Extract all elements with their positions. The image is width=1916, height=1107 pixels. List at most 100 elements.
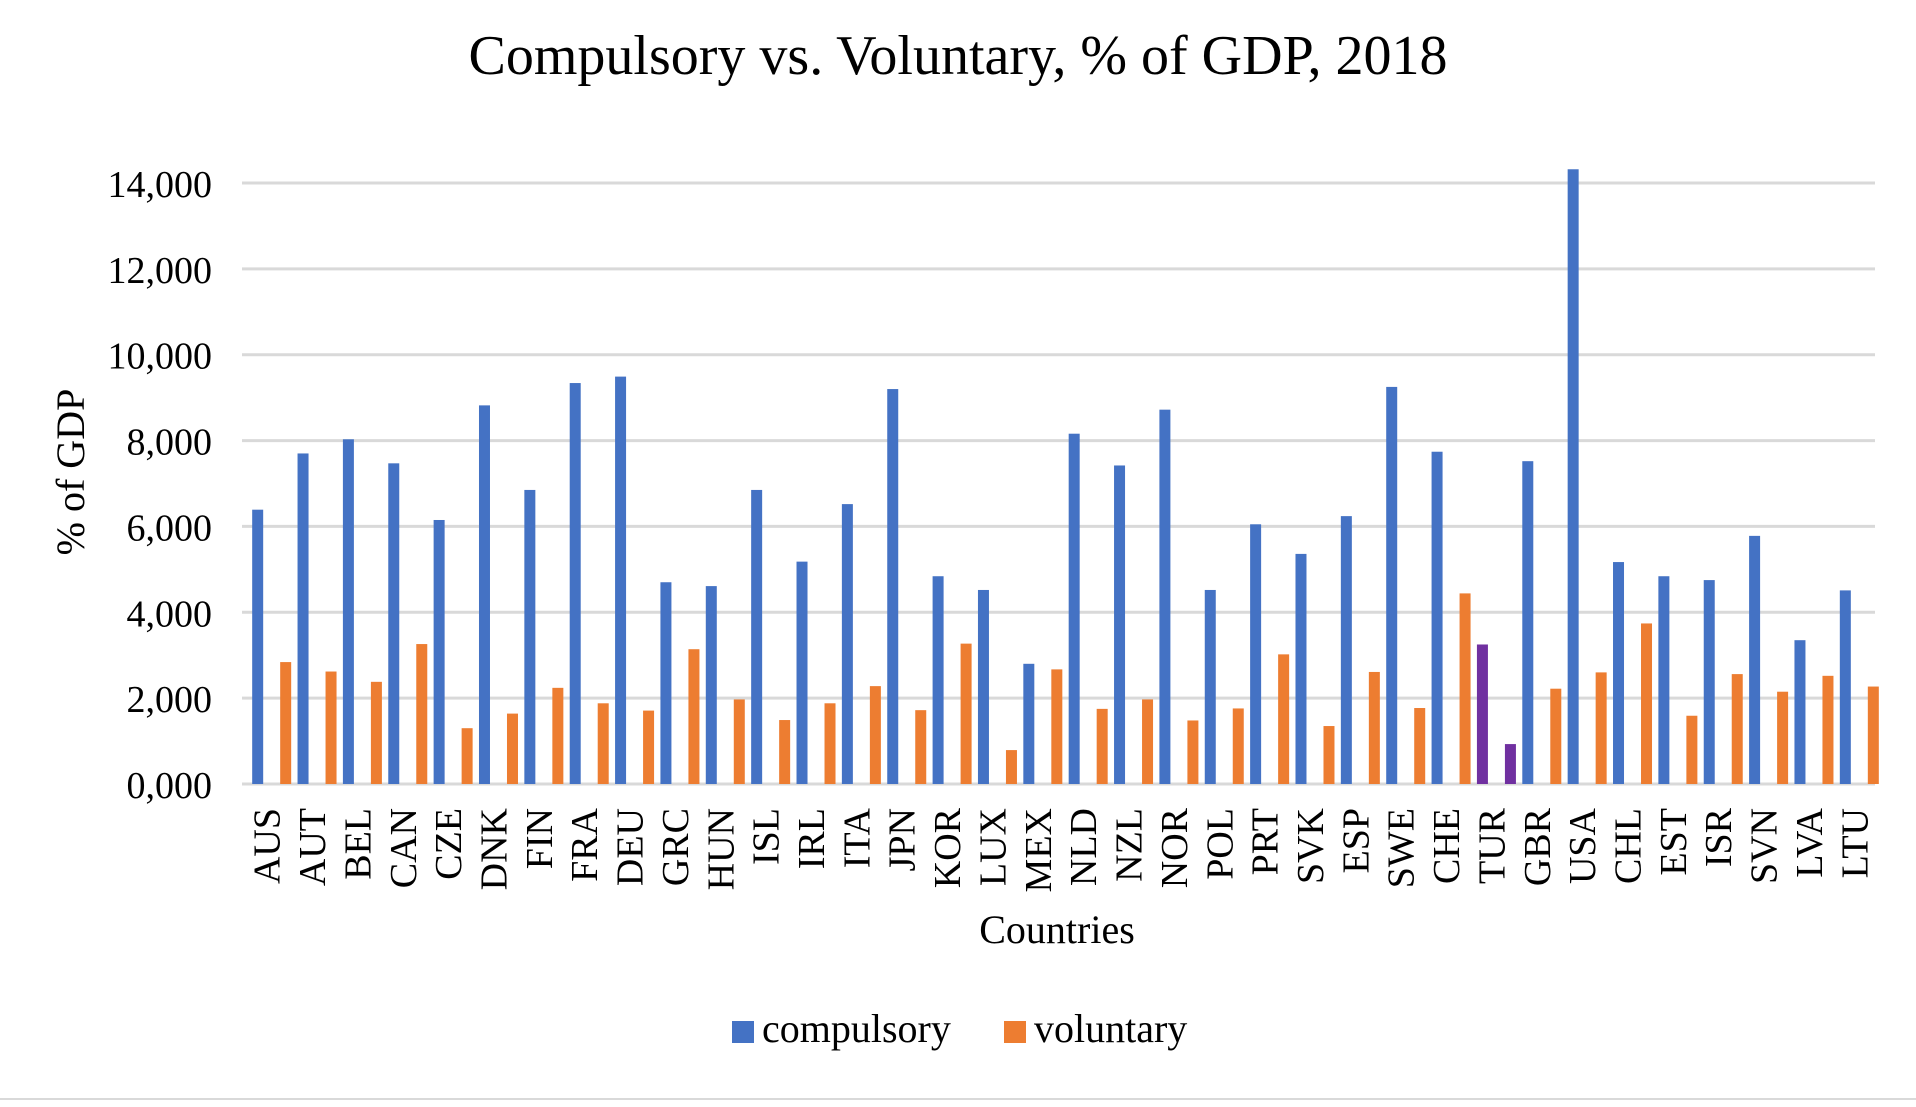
bar-compulsory-che — [1431, 451, 1443, 784]
bar-compulsory-tur — [1476, 644, 1488, 784]
x-tick-label: ISL — [746, 808, 788, 865]
bar-voluntary-dnk — [506, 713, 518, 784]
bar-voluntary-chl — [1641, 623, 1653, 784]
x-tick-label: DEU — [610, 808, 652, 886]
legend: compulsory voluntary — [0, 1006, 1916, 1100]
bar-compulsory-est — [1658, 576, 1670, 784]
x-tick-label: CHE — [1426, 808, 1468, 884]
legend-swatch-voluntary — [1004, 1021, 1026, 1043]
bar-compulsory-jpn — [887, 389, 899, 784]
bar-voluntary-can — [416, 644, 428, 784]
x-axis-label: Countries — [979, 907, 1135, 952]
bar-compulsory-ltu — [1839, 590, 1851, 784]
bar-compulsory-fin — [524, 489, 536, 784]
x-tick-label: KOR — [927, 807, 969, 888]
x-tick-label: PRT — [1245, 808, 1287, 875]
x-tick-label: IRL — [791, 808, 833, 869]
bar-compulsory-nzl — [1114, 465, 1126, 784]
x-tick-label: TUR — [1471, 807, 1513, 884]
bar-compulsory-prt — [1250, 524, 1262, 784]
bar-voluntary-isl — [779, 720, 791, 784]
x-tick-label: ISR — [1698, 807, 1740, 867]
x-tick-label: ESP — [1335, 808, 1377, 873]
x-tick-label: LUX — [972, 808, 1014, 886]
bar-compulsory-kor — [932, 576, 944, 784]
bar-voluntary-grc — [688, 649, 700, 784]
bar-compulsory-isl — [751, 489, 763, 784]
bar-compulsory-svk — [1295, 553, 1307, 784]
bar-voluntary-fra — [597, 703, 609, 784]
bar-compulsory-hun — [705, 586, 717, 784]
bar-voluntary-nld — [1096, 708, 1108, 784]
y-tick-labels: 0,000 2,000 4,000 6,000 8,000 10,000 12,000 14,… — [108, 164, 213, 807]
y-tick-label: 6,000 — [127, 507, 213, 549]
x-tick-label: USA — [1562, 807, 1604, 884]
x-tick-label: CZE — [428, 808, 470, 880]
x-tick-label: AUT — [292, 808, 334, 886]
y-tick-label: 0,000 — [127, 765, 213, 807]
bar-voluntary-esp — [1368, 671, 1380, 784]
chart-title: Compulsory vs. Voluntary, % of GDP, 2018 — [468, 25, 1447, 87]
bar-compulsory-lva — [1794, 640, 1806, 784]
x-tick-label: SVN — [1744, 808, 1786, 884]
bar-compulsory-esp — [1340, 516, 1352, 784]
bar-compulsory-deu — [615, 376, 627, 784]
bar-compulsory-aus — [252, 509, 264, 784]
x-tick-label: EST — [1653, 808, 1695, 876]
bar-compulsory-nld — [1068, 433, 1080, 784]
y-axis-label: % of GDP — [48, 389, 93, 556]
bar-voluntary-jpn — [915, 710, 927, 784]
y-tick-label: 4,000 — [127, 593, 213, 635]
bar-compulsory-irl — [796, 561, 808, 784]
x-tick-label: AUS — [247, 808, 289, 884]
y-tick-label: 14,000 — [108, 164, 213, 206]
bar-compulsory-swe — [1386, 386, 1398, 784]
x-tick-label: HUN — [700, 808, 742, 890]
bar-voluntary-svk — [1323, 726, 1335, 784]
bar-voluntary-kor — [960, 643, 972, 784]
y-tick-label: 12,000 — [108, 250, 213, 292]
bar-compulsory-dnk — [478, 405, 490, 784]
bar-voluntary-pol — [1232, 708, 1244, 784]
bar-voluntary-ita — [869, 686, 881, 784]
y-tick-label: 2,000 — [127, 679, 213, 721]
bar-compulsory-ita — [841, 504, 853, 784]
legend-swatch-compulsory — [732, 1021, 754, 1043]
x-tick-label: NLD — [1063, 808, 1105, 886]
bar-voluntary-ltu — [1867, 686, 1879, 784]
bar-voluntary-est — [1686, 715, 1698, 784]
x-tick-label: POL — [1199, 808, 1241, 880]
x-tick-label: CHL — [1608, 808, 1650, 884]
bars — [252, 169, 1879, 784]
bar-voluntary-cze — [461, 728, 473, 784]
bar-voluntary-che — [1459, 593, 1471, 784]
legend-label-voluntary: voluntary — [1034, 1006, 1187, 1051]
bar-voluntary-mex — [1051, 669, 1063, 784]
bar-compulsory-grc — [660, 582, 672, 784]
x-tick-labels: AUS AUT BEL CAN CZE DNK FIN FRA DEU GRC HUN ISL IRL I… — [247, 807, 1877, 892]
bar-compulsory-chl — [1613, 562, 1625, 784]
x-tick-label: ITA — [836, 807, 878, 868]
bar-compulsory-mex — [1023, 663, 1035, 784]
x-tick-label: CAN — [383, 808, 425, 888]
bar-compulsory-usa — [1567, 169, 1579, 784]
x-tick-label: FIN — [519, 808, 561, 869]
bar-voluntary-tur — [1504, 744, 1516, 784]
bar-compulsory-svn — [1749, 535, 1761, 784]
gridlines — [242, 181, 1875, 786]
x-tick-label: GRC — [655, 808, 697, 886]
bar-compulsory-aut — [297, 453, 309, 784]
bar-voluntary-aus — [280, 662, 292, 784]
x-tick-label: LTU — [1834, 808, 1876, 878]
bar-voluntary-lva — [1822, 675, 1834, 784]
bar-voluntary-irl — [824, 703, 836, 784]
bar-voluntary-usa — [1595, 672, 1607, 784]
bar-voluntary-hun — [733, 699, 745, 784]
bar-voluntary-isr — [1731, 674, 1743, 784]
y-tick-label: 8,000 — [127, 422, 213, 464]
x-tick-label: NOR — [1154, 807, 1196, 888]
x-tick-label: LVA — [1789, 807, 1831, 877]
bar-voluntary-swe — [1414, 708, 1426, 784]
